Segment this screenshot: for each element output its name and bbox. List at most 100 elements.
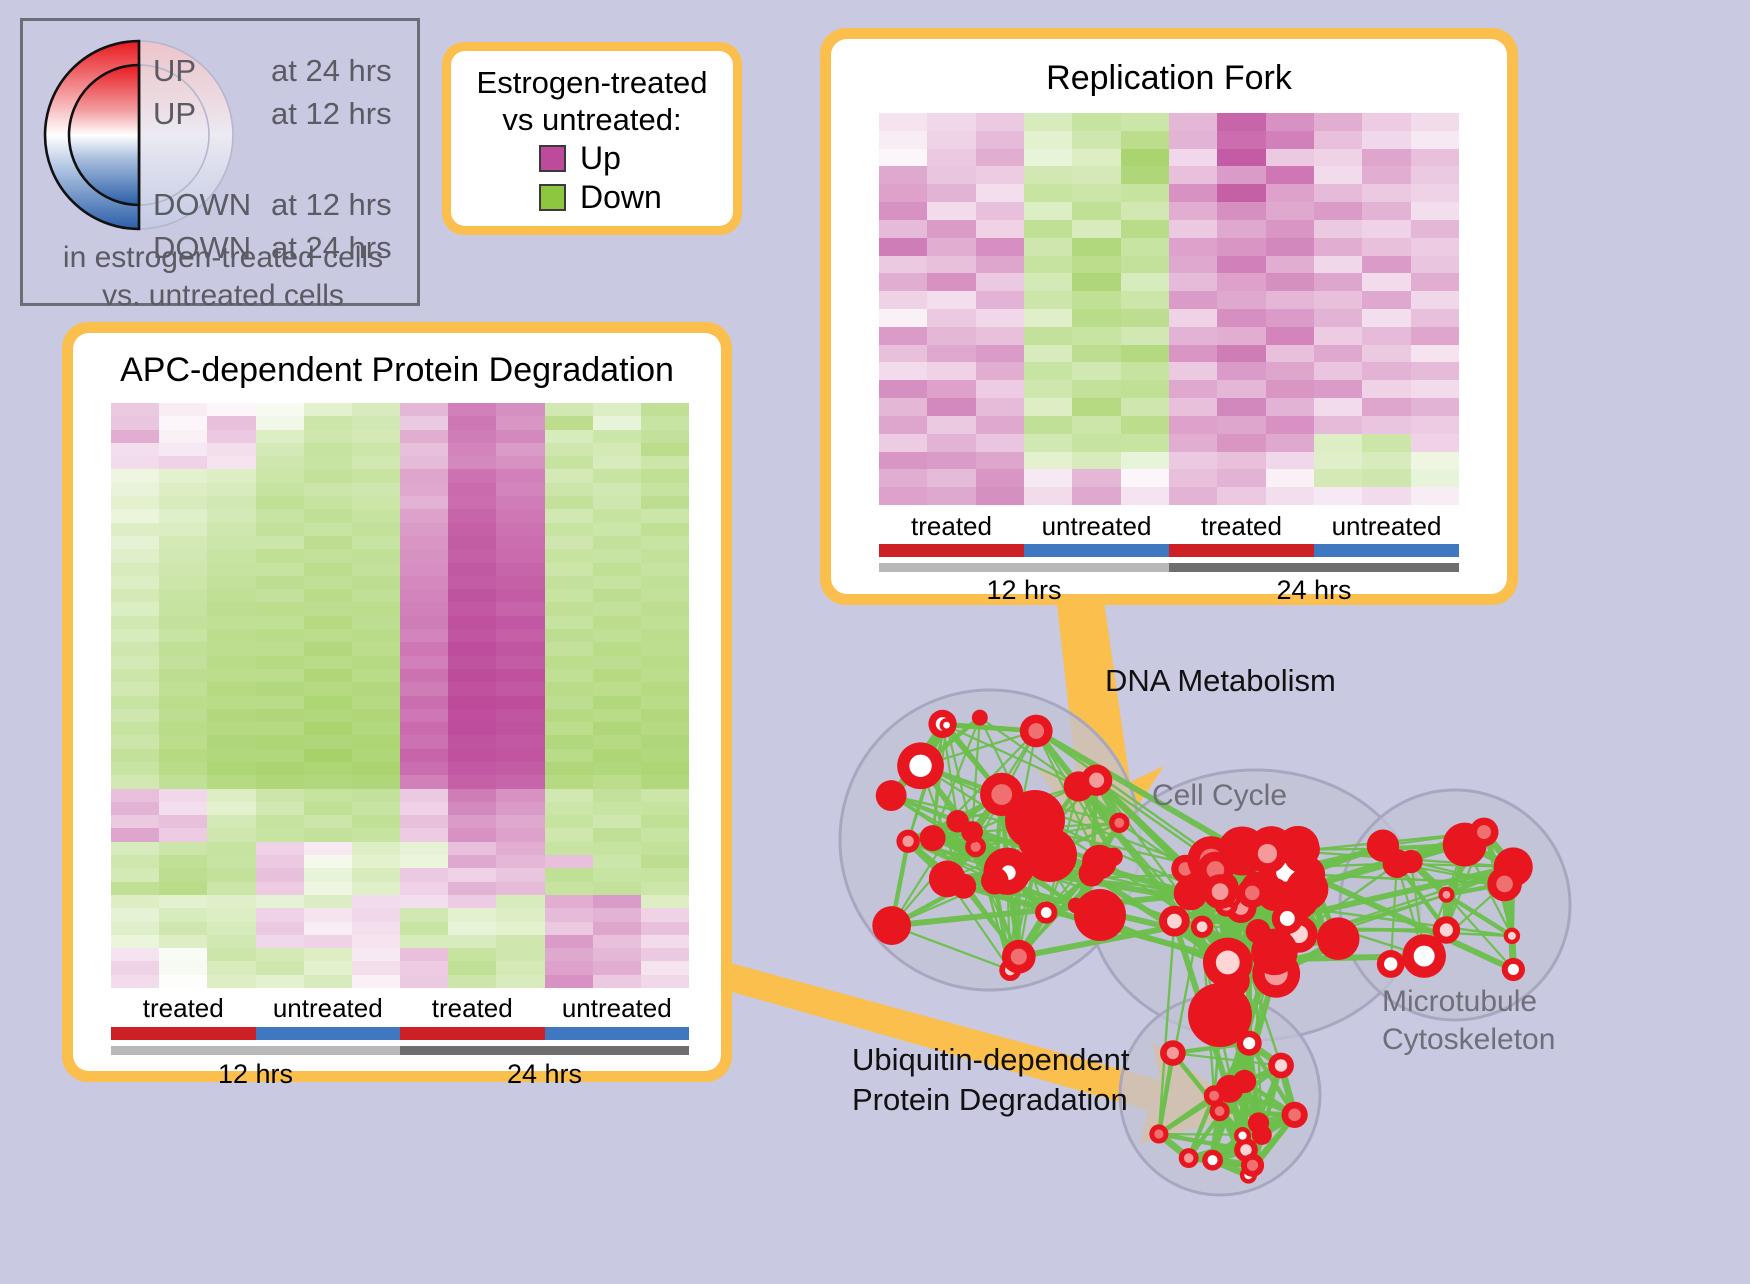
heatmap-cell — [1169, 238, 1217, 256]
heatmap-cell — [207, 629, 255, 642]
heatmap-cell — [496, 735, 544, 748]
condition-bar-segment — [400, 1027, 545, 1040]
heatmap-cell — [496, 589, 544, 602]
heatmap-cell — [111, 403, 159, 416]
wheel-row-value: at 24 hrs — [271, 55, 392, 86]
heatmap-cell — [1411, 452, 1459, 470]
heatmap-cell — [641, 642, 689, 655]
heatmap-cell — [976, 434, 1024, 452]
heatmap-cell — [111, 828, 159, 841]
condition-labels-apc: treated untreated treated untreated — [111, 993, 689, 1024]
heatmap-cell — [927, 149, 975, 167]
heatmap-cell — [111, 496, 159, 509]
heatmap-cell — [1024, 487, 1072, 505]
heatmap-cell — [159, 842, 207, 855]
heatmap-cell — [400, 509, 448, 522]
heatmap-cell — [641, 735, 689, 748]
network-node — [1286, 868, 1329, 911]
heatmap-cell — [1072, 256, 1120, 274]
heatmap-cell — [400, 922, 448, 935]
heatmap-cell — [352, 709, 400, 722]
heatmap-cell — [545, 682, 593, 695]
legend-up-label: Up — [580, 140, 621, 177]
cluster-label-text-line-1: Ubiquitin-dependent — [852, 1040, 1130, 1080]
heatmap-cell — [545, 563, 593, 576]
caption-line-1: in estrogen-treated cells — [23, 239, 423, 277]
heatmap-cell — [448, 922, 496, 935]
heatmap-cell — [879, 166, 927, 184]
heatmap-cell — [593, 709, 641, 722]
heatmap-cell — [159, 935, 207, 948]
heatmap-cell — [207, 696, 255, 709]
heatmap-cell — [496, 549, 544, 562]
heatmap-cell — [927, 487, 975, 505]
heatmap-cell — [545, 403, 593, 416]
heatmap-cell — [159, 642, 207, 655]
heatmap-cell — [641, 855, 689, 868]
heatmap-cell — [976, 256, 1024, 274]
heatmap-cell — [400, 563, 448, 576]
heatmap-cell — [1411, 273, 1459, 291]
heatmap-cell — [448, 775, 496, 788]
heatmap-cell — [1217, 327, 1265, 345]
heatmap-cell — [496, 842, 544, 855]
heatmap-cell — [1266, 362, 1314, 380]
network-node-core — [1209, 1091, 1219, 1101]
heatmap-cell — [976, 291, 1024, 309]
heatmap-cell — [304, 549, 352, 562]
heatmap-cell — [304, 496, 352, 509]
heatmap-cell — [1314, 113, 1362, 131]
heatmap-cell — [496, 469, 544, 482]
heatmap-cell — [159, 696, 207, 709]
heatmap-cell — [641, 935, 689, 948]
legend-item-up: Up — [539, 140, 717, 177]
heatmap-cell — [304, 696, 352, 709]
heatmap-cell — [159, 775, 207, 788]
network-node-core — [1238, 1131, 1246, 1139]
heatmap-cell — [256, 602, 304, 615]
heatmap-cell — [159, 882, 207, 895]
heatmap-cell — [1072, 220, 1120, 238]
heatmap-cell — [256, 709, 304, 722]
heatmap-cell — [1314, 149, 1362, 167]
heatmap-cell — [545, 696, 593, 709]
heatmap-cell — [1266, 469, 1314, 487]
heatmap-cell — [256, 536, 304, 549]
heatmap-cell — [1024, 220, 1072, 238]
heatmap-cell — [593, 642, 641, 655]
heatmap-cell — [641, 828, 689, 841]
heatmap-cell — [1072, 452, 1120, 470]
condition-bar-segment — [1314, 544, 1459, 557]
heatmap-cell — [256, 456, 304, 469]
heatmap-cell — [159, 908, 207, 921]
heatmap-cell — [448, 483, 496, 496]
heatmap-cell — [976, 345, 1024, 363]
network-node-core — [1197, 921, 1208, 932]
heatmap-cell — [593, 589, 641, 602]
network-node — [1284, 840, 1317, 873]
heatmap-cell — [111, 576, 159, 589]
heatmap-cell — [593, 416, 641, 429]
heatmap-cell — [1314, 398, 1362, 416]
network-node-core — [1212, 883, 1229, 900]
heatmap-cell — [207, 563, 255, 576]
network-node-core — [1089, 773, 1104, 788]
heatmap-cell — [1362, 273, 1410, 291]
timepoint-label: 24 hrs — [1169, 575, 1459, 606]
heatmap-cell — [304, 523, 352, 536]
heatmap-cell — [1362, 184, 1410, 202]
timepoint-bar-segment — [111, 1046, 400, 1055]
heatmap-cell — [1072, 202, 1120, 220]
heatmap-cell — [256, 775, 304, 788]
heatmap-cell — [256, 922, 304, 935]
heatmap-replication-fork — [879, 113, 1459, 505]
heatmap-cell — [1169, 487, 1217, 505]
heatmap-cell — [1024, 416, 1072, 434]
heatmap-cell — [1362, 487, 1410, 505]
heatmap-cell — [1024, 184, 1072, 202]
heatmap-cell — [593, 656, 641, 669]
heatmap-cell — [879, 398, 927, 416]
condition-label: treated — [1169, 511, 1314, 542]
cluster-label-text: DNA Metabolism — [1105, 663, 1336, 698]
heatmap-cell — [207, 509, 255, 522]
